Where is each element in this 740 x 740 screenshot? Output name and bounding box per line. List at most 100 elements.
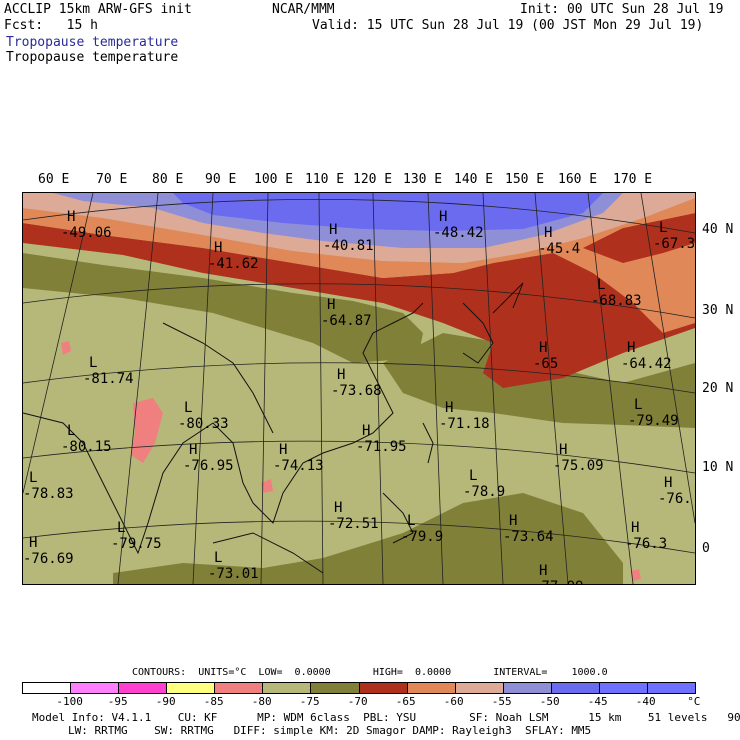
marker-letter: H [439,209,447,225]
marker-value: -64.42 [621,356,672,372]
marker-letter: L [597,277,605,293]
legend-swatch [503,683,552,693]
marker-letter: L [89,355,97,371]
marker-letter: H [631,520,639,536]
marker-value: -73.64 [503,529,554,545]
init-time: Init: 00 UTC Sun 28 Jul 19 [520,2,724,17]
field-title-contour: Tropopause temperature [6,50,179,65]
high-marker: H-77.99 [533,563,584,584]
marker-letter: L [407,513,415,529]
marker-letter: H [627,340,635,356]
marker-value: -80.33 [178,416,229,432]
lat-label: 30 N [702,303,734,318]
legend-tick-label: °C [687,695,701,708]
marker-letter: L [634,397,642,413]
lat-label: 10 N [702,460,734,475]
low-marker: L-78.83 [23,470,74,502]
legend-swatch [263,683,312,693]
band-minus45 [173,193,603,231]
contours-info: CONTOURS: UNITS=°C LOW= 0.0000 HIGH= 0.0… [132,667,608,678]
marker-letter: H [279,442,287,458]
low-marker: L-67.3 [653,220,695,252]
lat-label: 20 N [702,381,734,396]
lon-label: 70 E [96,172,128,187]
lat-label: 0 [702,541,710,556]
high-marker: H-64.87 [321,297,372,329]
legend-swatch [648,683,696,693]
low-marker: L-78.9 [463,468,505,500]
marker-letter: L [214,550,222,566]
marker-letter: H [189,442,197,458]
legend-tick-label: -90 [155,695,176,708]
marker-letter: H [544,225,552,241]
marker-letter: L [117,520,125,536]
band-minus80 [631,569,641,581]
legend-tick-label: -75 [299,695,320,708]
marker-letter: H [539,563,547,579]
markers: H-49.06H-41.62H-40.81H-48.42 H-45.4L-67.3… [23,209,695,584]
high-marker: H-72.51 [328,500,379,532]
band-minus70-south [113,493,623,584]
model-title: ACCLIP 15km ARW-GFS init [4,2,192,17]
high-marker: H-76.95 [183,442,234,474]
low-marker: L-81.74 [83,355,134,387]
marker-value: -73.68 [331,383,382,399]
marker-value: -74.13 [273,458,324,474]
marker-value: -78.83 [23,486,74,502]
lon-label: 140 E [454,172,494,187]
forecast-hour: Fcst: 15 h [4,18,98,33]
legend-tick-label: -40 [635,695,656,708]
band-minus80 [261,479,273,493]
low-marker: L-79.49 [628,397,679,429]
lon-label: 60 E [38,172,70,187]
low-marker: L-80.15 [61,423,112,455]
legend-tick-label: -100 [56,695,83,708]
marker-letter: L [67,423,75,439]
marker-value: -75.09 [553,458,604,474]
physics-info-line: LW: RRTMG SW: RRTMG DIFF: simple KM: 2D … [68,724,592,737]
legend-tick-label: -70 [347,695,368,708]
legend-tick-label: -55 [491,695,512,708]
band-minus70 [23,253,423,363]
lon-label: 130 E [403,172,443,187]
high-marker: H-73.68 [331,367,382,399]
high-marker: H-76.69 [23,535,74,567]
graticule [23,193,695,584]
legend-swatch [551,683,600,693]
marker-value: -76.69 [23,551,74,567]
lon-label: 80 E [152,172,184,187]
lon-label: 100 E [254,172,294,187]
marker-letter: H [67,209,75,225]
marker-letter: H [509,513,517,529]
legend-tick-label: -65 [395,695,416,708]
legend-swatch [407,683,456,693]
marker-value: -80.15 [61,439,112,455]
marker-value: -64.87 [321,313,372,329]
legend-tick-label: -95 [107,695,128,708]
marker-value: -78.9 [463,484,505,500]
marker-letter: H [327,297,335,313]
model-info-line: Model Info: V4.1.1 CU: KF MP: WDM 6class… [32,711,740,724]
legend-swatch [455,683,504,693]
marker-value: -76.3 [625,536,667,552]
marker-letter: H [362,423,370,439]
high-marker: H-71.18 [439,400,490,432]
marker-letter: L [469,468,477,484]
high-marker: H-45.4 [538,225,580,257]
marker-letter: L [184,400,192,416]
marker-value: -71.95 [356,439,407,455]
lon-label: 170 E [613,172,653,187]
high-marker: H-41.62 [208,240,259,272]
tropopause-map: H-49.06H-41.62H-40.81H-48.42 H-45.4L-67.3… [23,193,695,584]
marker-value: -72.51 [328,516,379,532]
marker-letter: H [539,340,547,356]
legend-swatch [167,683,216,693]
band-minus60 [23,198,695,333]
legend-tick-label: -60 [443,695,464,708]
marker-value: -77.99 [533,579,584,584]
marker-value: -48.42 [433,225,484,241]
high-marker: H-65 [533,340,558,372]
lon-label: 90 E [205,172,237,187]
legend-tick-label: -80 [251,695,272,708]
marker-letter: H [559,442,567,458]
